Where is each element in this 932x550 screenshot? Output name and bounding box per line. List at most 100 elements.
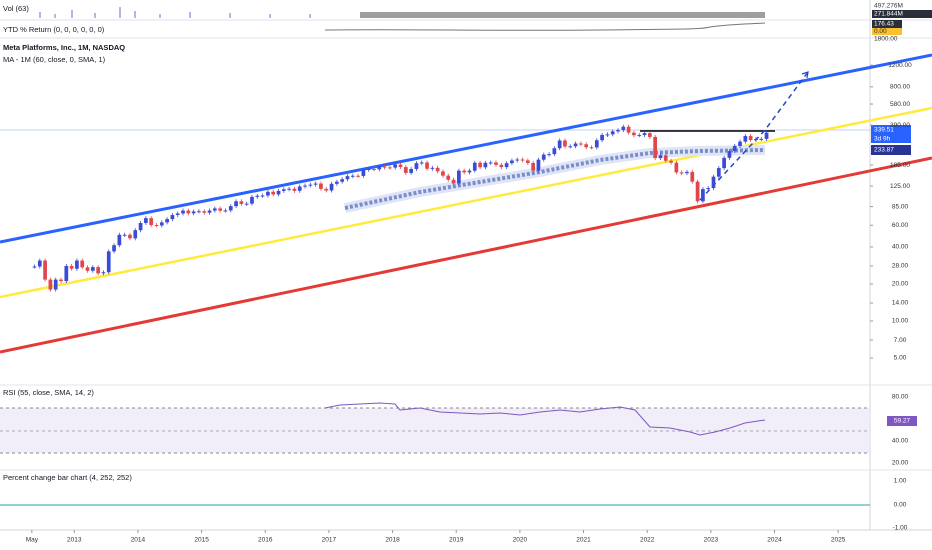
candle bbox=[308, 184, 313, 186]
y-tick-label: 580.00 bbox=[890, 101, 910, 108]
candle bbox=[759, 138, 764, 140]
candle bbox=[329, 183, 334, 191]
label-box bbox=[872, 2, 932, 10]
candle bbox=[616, 130, 620, 132]
candle bbox=[531, 162, 535, 171]
candle bbox=[478, 162, 482, 168]
candle bbox=[446, 175, 451, 180]
chart-subtitle: MA - 1M (60, close, 0, SMA, 1) bbox=[3, 55, 106, 64]
countdown-box bbox=[871, 135, 911, 143]
candle bbox=[43, 260, 47, 280]
candle bbox=[128, 234, 132, 239]
x-tick-label: May bbox=[26, 537, 39, 544]
y-tick-label: 1200.00 bbox=[888, 62, 912, 69]
candle bbox=[382, 166, 387, 168]
label-box bbox=[872, 28, 902, 35]
candle bbox=[64, 265, 69, 282]
candle bbox=[701, 189, 705, 202]
candle bbox=[594, 140, 599, 148]
ytd-label: 176.43 bbox=[874, 21, 894, 28]
candle bbox=[679, 172, 684, 174]
candle bbox=[388, 167, 392, 169]
projection-arrow bbox=[801, 71, 809, 79]
candle bbox=[319, 183, 323, 189]
candle bbox=[218, 208, 223, 211]
candle bbox=[266, 191, 270, 196]
candle bbox=[600, 134, 604, 141]
candle bbox=[510, 160, 514, 164]
candle bbox=[212, 208, 217, 211]
y-tick-label: 85.00 bbox=[892, 203, 909, 210]
candle bbox=[589, 147, 594, 149]
candle bbox=[435, 167, 440, 172]
volume-ticks bbox=[39, 7, 311, 18]
percent-tick: -1.00 bbox=[893, 525, 908, 532]
candle bbox=[276, 190, 281, 195]
candle bbox=[69, 265, 74, 269]
y-tick-label: 20.00 bbox=[892, 281, 909, 288]
candle bbox=[621, 126, 626, 131]
y-tick-label: 40.00 bbox=[892, 244, 909, 251]
candle bbox=[637, 135, 642, 137]
candle bbox=[653, 136, 658, 159]
candle bbox=[393, 164, 398, 168]
candle bbox=[504, 163, 509, 168]
last-price-box bbox=[871, 125, 911, 135]
candle bbox=[138, 222, 143, 231]
x-tick-label: 2024 bbox=[767, 537, 782, 544]
candle bbox=[732, 145, 737, 152]
candle bbox=[303, 185, 307, 187]
candle bbox=[669, 160, 673, 163]
candle bbox=[403, 167, 408, 173]
candle bbox=[563, 140, 567, 147]
candle bbox=[754, 139, 758, 141]
ma-box bbox=[871, 145, 911, 155]
candle bbox=[53, 279, 58, 290]
candle bbox=[170, 214, 175, 220]
candle bbox=[536, 159, 541, 171]
candle bbox=[223, 210, 228, 212]
x-tick-label: 2023 bbox=[704, 537, 719, 544]
candle bbox=[292, 188, 297, 191]
y-tick-label: 390.00 bbox=[890, 122, 910, 129]
candle bbox=[356, 175, 360, 177]
chart-title: Meta Platforms, Inc., 1M, NASDAQ bbox=[3, 43, 125, 52]
candle bbox=[75, 260, 79, 269]
candle bbox=[271, 191, 276, 195]
candle bbox=[626, 126, 631, 133]
candle bbox=[281, 189, 286, 191]
candle bbox=[547, 154, 551, 156]
rsi-line bbox=[324, 402, 766, 436]
candle bbox=[228, 206, 233, 211]
candle bbox=[361, 169, 366, 176]
candle bbox=[520, 159, 525, 161]
volume-label: 497.276M bbox=[874, 3, 903, 10]
x-tick-label: 2014 bbox=[131, 537, 146, 544]
candle bbox=[202, 211, 207, 213]
candle bbox=[525, 160, 530, 163]
volume-label: 271.844M bbox=[874, 11, 903, 18]
candle bbox=[287, 188, 291, 190]
candle bbox=[515, 159, 520, 161]
candle bbox=[175, 213, 180, 215]
candle bbox=[372, 168, 376, 170]
rsi-value: 59.27 bbox=[894, 418, 911, 425]
pane-title: RSI (55, close, SMA, 14, 2) bbox=[3, 388, 94, 397]
candle bbox=[610, 131, 615, 135]
candle bbox=[186, 210, 191, 214]
candle bbox=[457, 170, 461, 184]
candle bbox=[430, 167, 435, 169]
candle bbox=[377, 166, 382, 170]
candle bbox=[313, 183, 318, 185]
candle bbox=[488, 162, 493, 164]
candle bbox=[197, 211, 201, 213]
candle bbox=[425, 162, 429, 169]
candle bbox=[441, 171, 445, 176]
candle bbox=[579, 143, 583, 145]
pane-title: YTD % Return (0, 0, 0, 0, 0, 0) bbox=[3, 25, 105, 34]
candle bbox=[690, 171, 695, 182]
pane-title: Vol (63) bbox=[3, 4, 29, 13]
candle bbox=[764, 132, 769, 139]
candle bbox=[144, 218, 148, 223]
candle bbox=[191, 211, 196, 214]
